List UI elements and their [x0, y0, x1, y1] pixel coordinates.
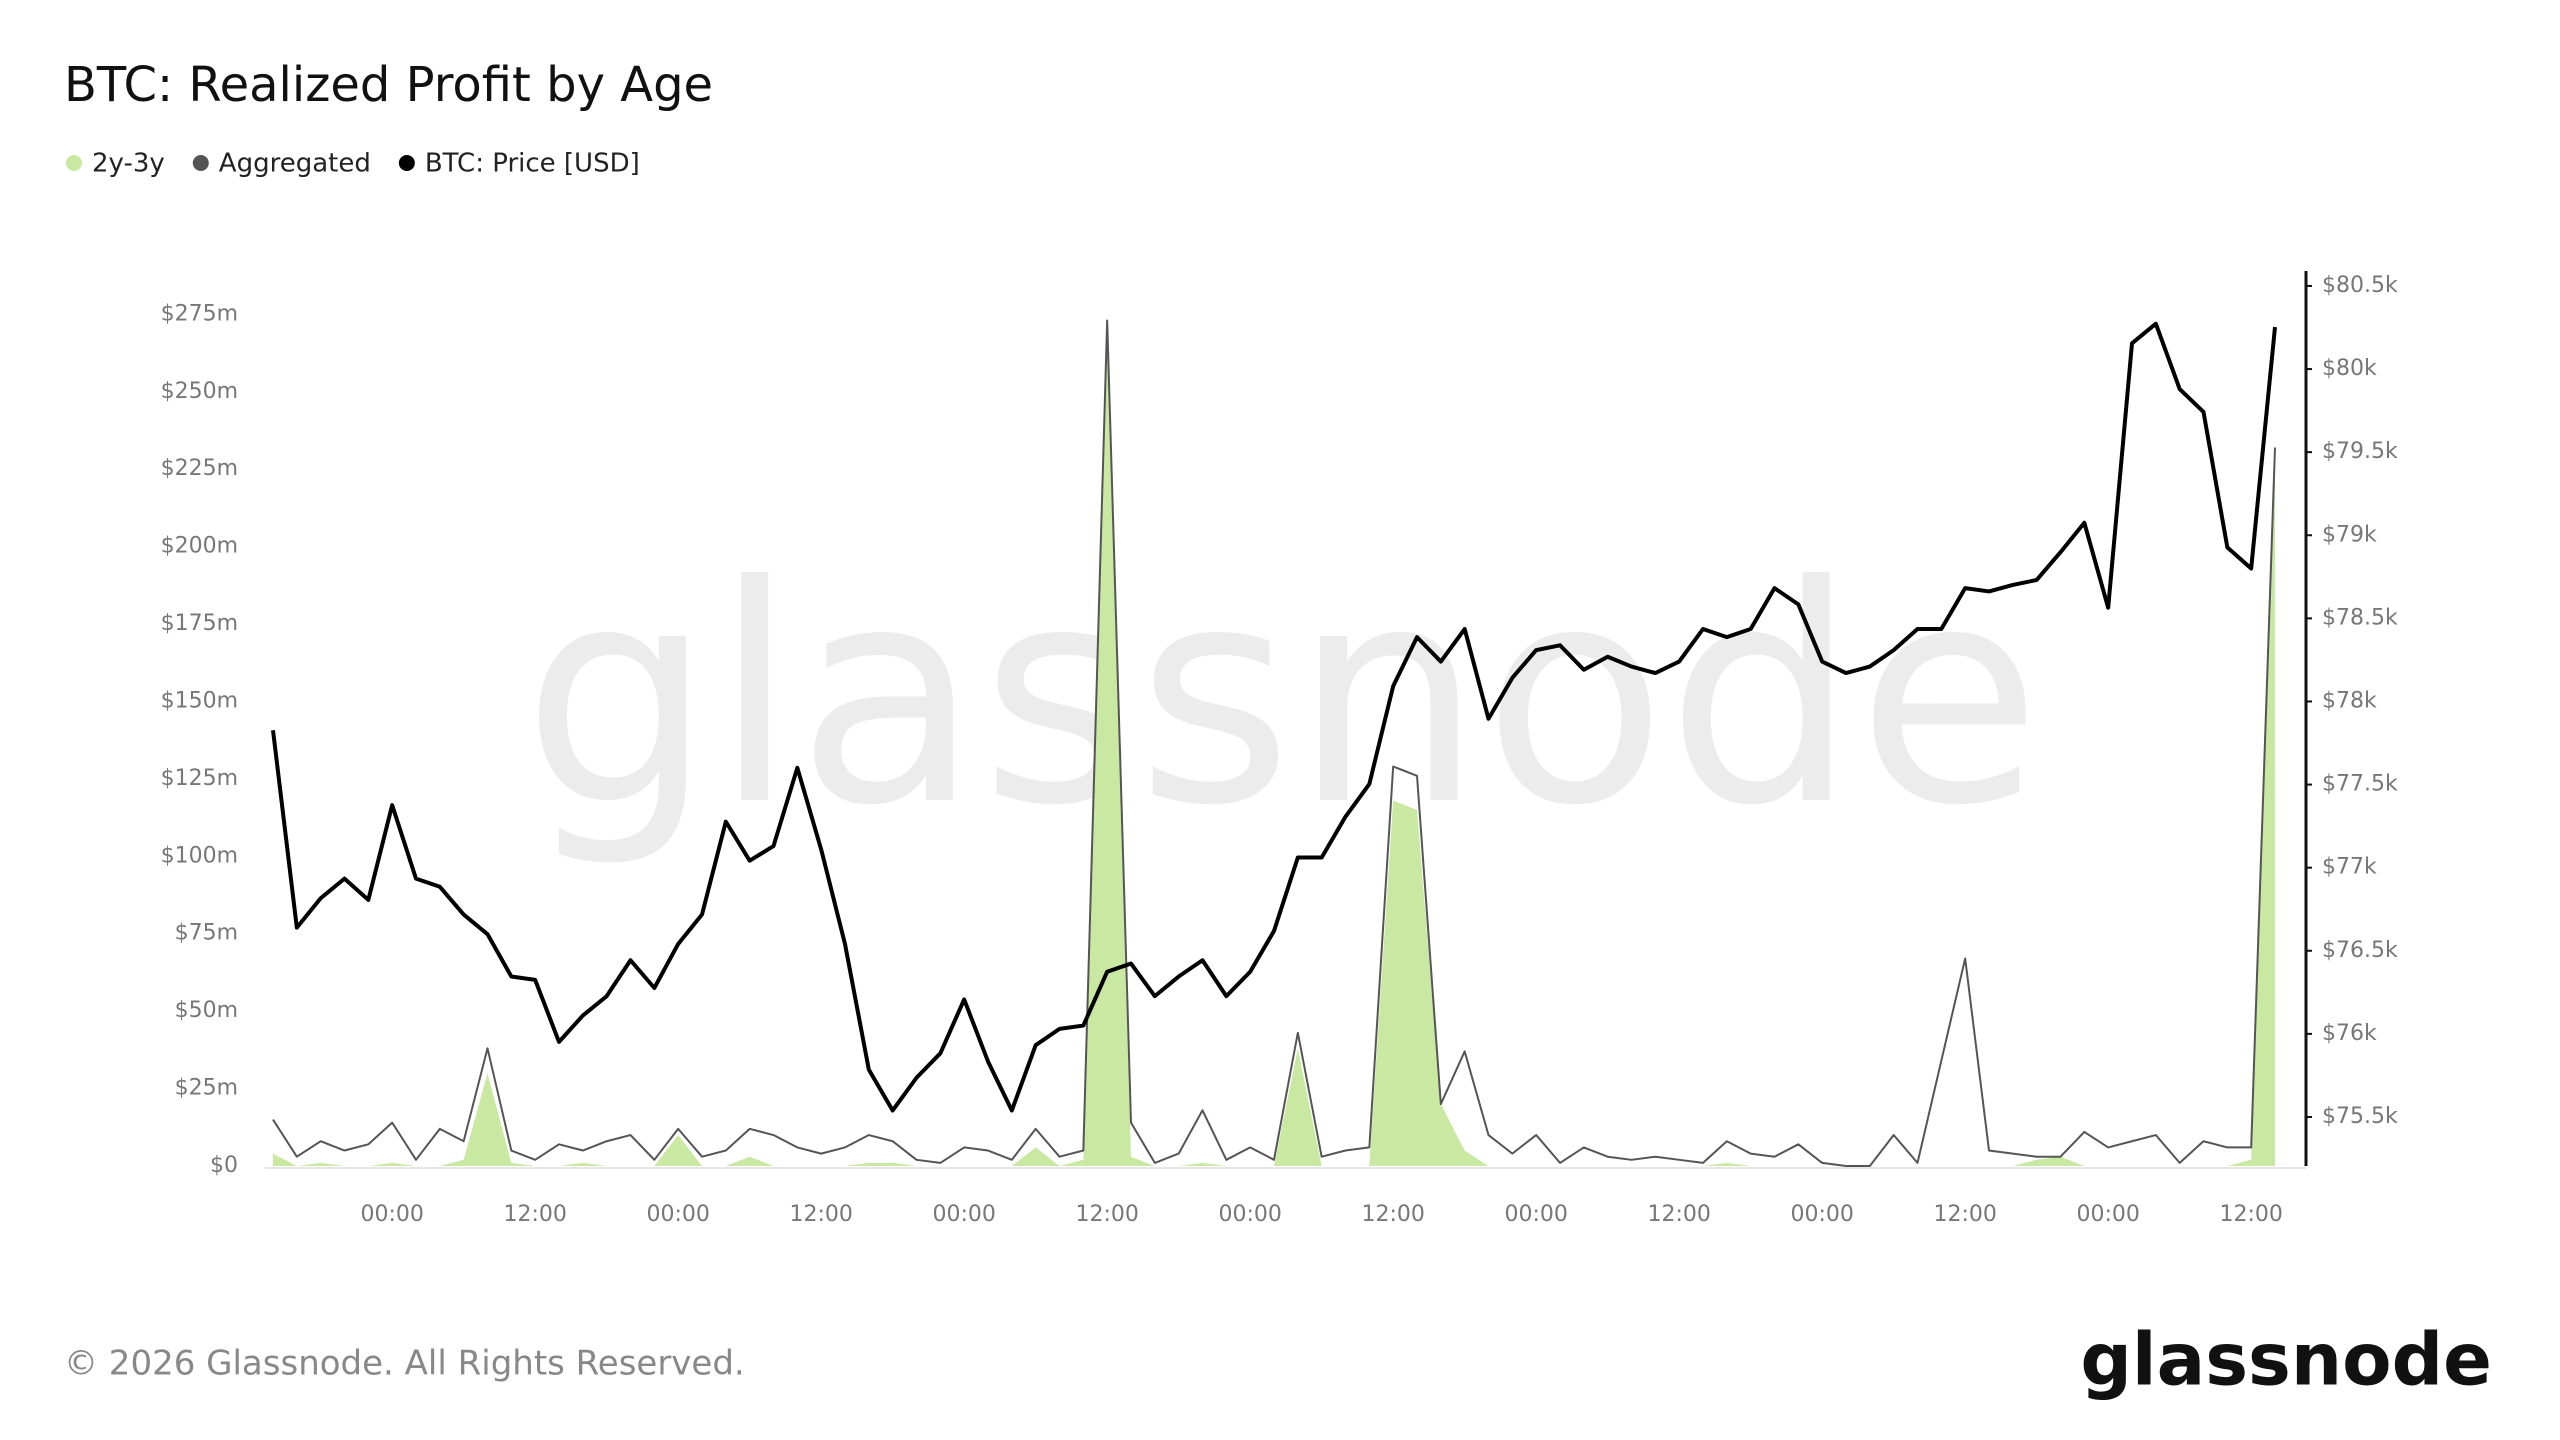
y2-tick-label: $78k — [2322, 688, 2377, 713]
legend-marker — [192, 155, 209, 171]
y-tick-label: $250m — [161, 379, 238, 404]
y-tick-label: $25m — [175, 1076, 238, 1101]
watermark: glassnode — [523, 522, 2042, 871]
x-tick-label: 12:00 — [789, 1202, 852, 1227]
x-tick-label: 12:00 — [1075, 1202, 1138, 1227]
y-tick-label: $175m — [161, 611, 238, 636]
y-tick-label: $0 — [210, 1153, 238, 1178]
y-tick-label: $200m — [161, 534, 238, 559]
y2-tick-label: $80.5k — [2322, 273, 2398, 298]
y2-tick-label: $79k — [2322, 522, 2377, 547]
legend-label: BTC: Price [USD] — [425, 149, 640, 179]
x-tick-label: 12:00 — [2219, 1202, 2282, 1227]
x-tick-label: 00:00 — [1218, 1202, 1281, 1227]
y2-tick-label: $76k — [2322, 1021, 2377, 1046]
footer: © 2026 Glassnode. All Rights Reserved. — [64, 1344, 745, 1384]
legend: 2y-3y Aggregated BTC: Price [USD] — [66, 149, 640, 179]
y-tick-label: $50m — [175, 998, 238, 1023]
x-tick-label: 12:00 — [1361, 1202, 1424, 1227]
line — [272, 319, 2276, 1167]
legend-label: Aggregated — [219, 149, 371, 179]
line — [271, 321, 2277, 1113]
y-tick-label: $225m — [161, 456, 238, 481]
x-tick-label: 00:00 — [1504, 1202, 1567, 1227]
logo: glassnode — [2080, 1318, 2492, 1402]
x-tick-label: 00:00 — [932, 1202, 995, 1227]
y-tick-label: $275m — [161, 301, 238, 326]
y2-tick-label: $77.5k — [2322, 772, 2398, 797]
y2-tick-label: $76.5k — [2322, 938, 2398, 963]
y2-tick-label: $80k — [2322, 356, 2377, 381]
x-tick-label: 00:00 — [1790, 1202, 1853, 1227]
y2-tick-label: $78.5k — [2322, 605, 2398, 630]
x-tick-label: 12:00 — [1647, 1202, 1710, 1227]
x-tick-label: 12:00 — [503, 1202, 566, 1227]
y-tick-label: $125m — [161, 766, 238, 791]
y2-tick-label: $75.5k — [2322, 1104, 2398, 1129]
y-tick-label: $100m — [161, 843, 238, 868]
y2-tick-label: $79.5k — [2322, 439, 2398, 464]
legend-marker — [66, 155, 82, 171]
x-tick-label: 00:00 — [360, 1202, 423, 1227]
legend-label: 2y-3y — [92, 149, 165, 179]
x-tick-label: 00:00 — [2076, 1202, 2139, 1227]
y-tick-label: $75m — [175, 921, 238, 946]
chart-title: BTC: Realized Profit by Age — [64, 57, 713, 113]
legend-marker — [398, 155, 415, 171]
y-tick-label: $150m — [161, 688, 238, 713]
x-tick-label: 12:00 — [1933, 1202, 1996, 1227]
x-tick-label: 00:00 — [646, 1202, 709, 1227]
y2-tick-label: $77k — [2322, 855, 2377, 880]
